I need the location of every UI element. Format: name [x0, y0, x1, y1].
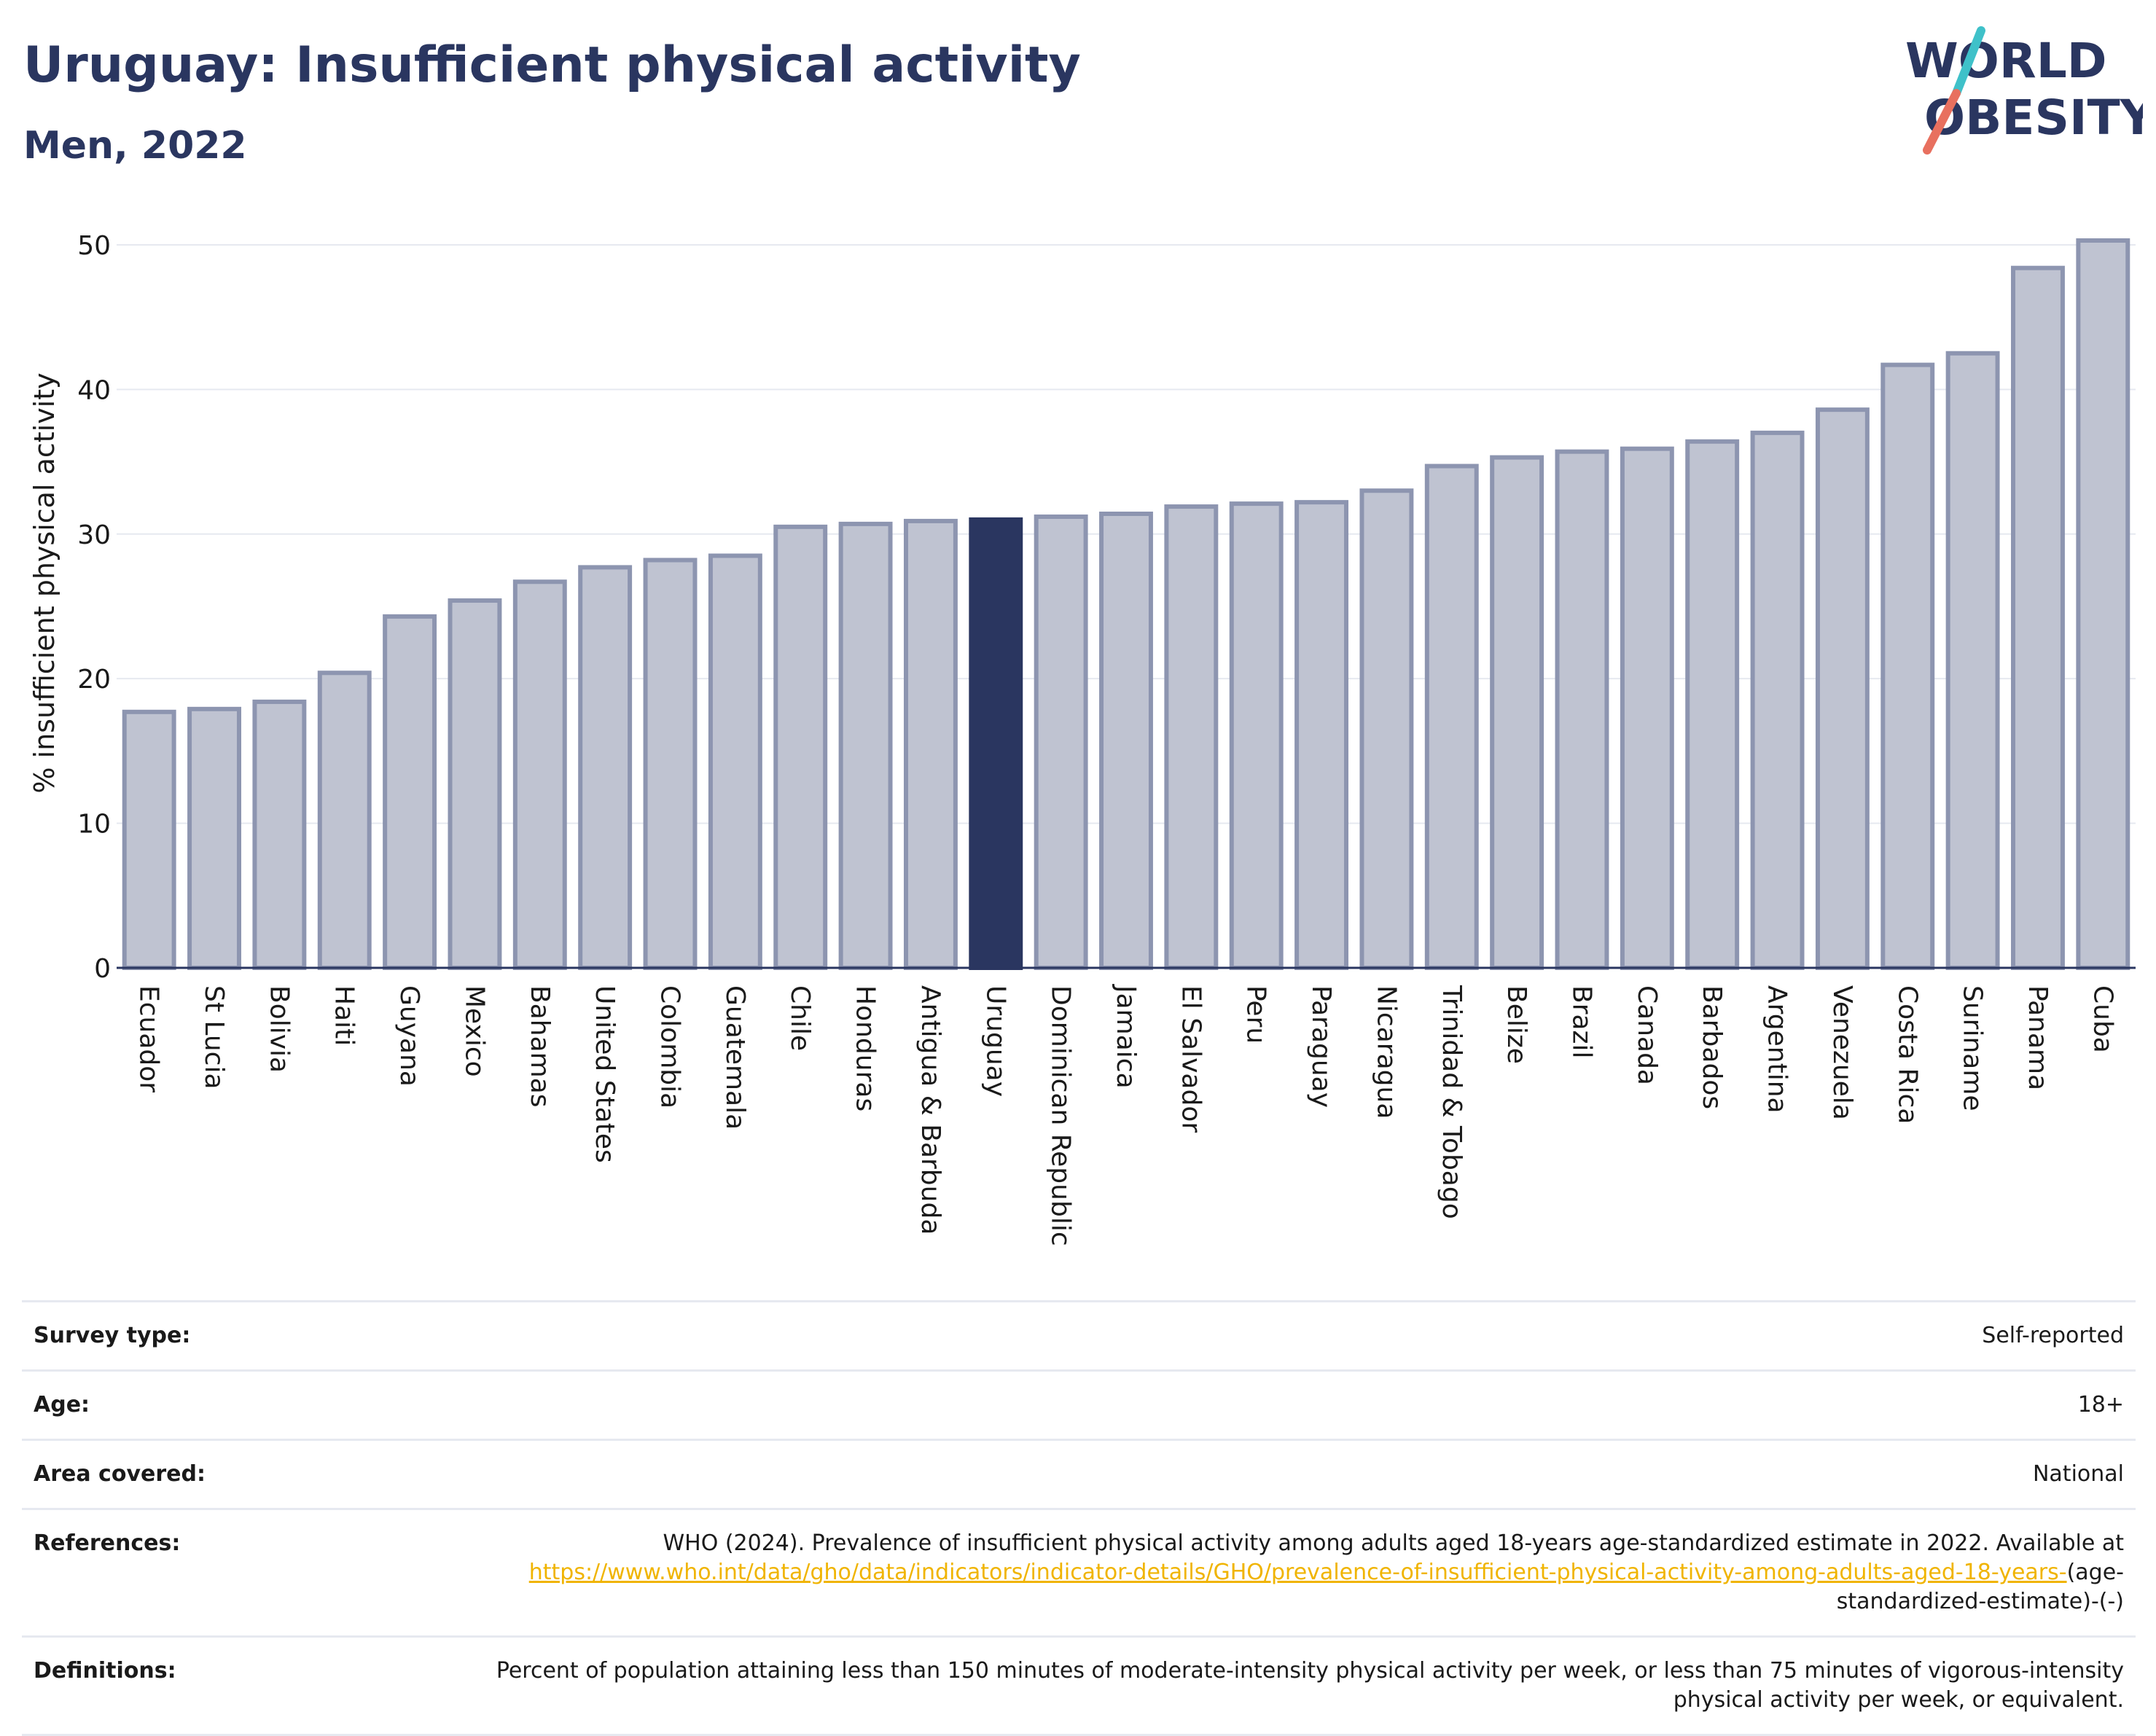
meta-row-definitions: Definitions: Percent of population attai…	[22, 1635, 2136, 1736]
references-text: WHO (2024). Prevalence of insufficient p…	[663, 1530, 2124, 1556]
bar-peru[interactable]	[1229, 501, 1284, 970]
references-suffix: (age-standardized-estimate)-(-)	[1836, 1560, 2124, 1614]
bar-uruguay[interactable]	[969, 517, 1023, 970]
bar-bahamas[interactable]	[512, 579, 567, 970]
bar-jamaica[interactable]	[1099, 511, 1153, 970]
bar-suriname[interactable]	[1945, 351, 2000, 970]
bar-united-states[interactable]	[578, 565, 633, 970]
bar-argentina[interactable]	[1750, 430, 1805, 970]
x-tick-label: Peru	[1241, 985, 1271, 1044]
survey-type-label: Survey type:	[34, 1323, 191, 1348]
y-tick-label: 10	[77, 810, 111, 840]
bar-venezuela[interactable]	[1815, 407, 1870, 970]
bar-guyana[interactable]	[383, 614, 437, 970]
bar-trinidad-tobago[interactable]	[1424, 464, 1479, 970]
y-axis-label: % insufficient physical activity	[28, 372, 60, 793]
definitions-label: Definitions:	[34, 1658, 176, 1684]
x-tick-label: Trinidad & Tobago	[1437, 985, 1466, 1219]
x-tick-label: Guyana	[394, 985, 424, 1087]
y-tick-label: 0	[94, 954, 111, 984]
x-tick-label: Panama	[2023, 985, 2053, 1090]
bar-bolivia[interactable]	[252, 699, 307, 970]
metadata-table: Survey type: Self-reported Age: 18+ Area…	[22, 1300, 2136, 1736]
x-tick-label: Uruguay	[980, 985, 1010, 1097]
bar-dominican-republic[interactable]	[1034, 514, 1088, 970]
x-tick-label: St Lucia	[199, 985, 229, 1090]
y-axis-ticks: 0 10 20 30 40 50	[77, 231, 111, 984]
x-tick-label: Suriname	[1958, 985, 1988, 1111]
x-tick-label: Dominican Republic	[1046, 985, 1076, 1246]
x-axis-labels: Ecuador St Lucia Bolivia Haiti Guyana Mexico B…	[134, 984, 2118, 1246]
bar-cuba[interactable]	[2076, 238, 2130, 970]
bar-nicaragua[interactable]	[1359, 488, 1414, 970]
world-obesity-logo: WORLD OBESITY	[1905, 26, 2143, 155]
x-tick-label: Brazil	[1566, 985, 1596, 1058]
meta-row-age: Age: 18+	[22, 1369, 2136, 1439]
logo-text-obesity: OBESITY	[1924, 90, 2143, 146]
x-tick-label: Jamaica	[1111, 984, 1141, 1089]
x-tick-label: Canada	[1632, 985, 1662, 1085]
x-tick-label: Argentina	[1762, 985, 1792, 1114]
bar-costa-rica[interactable]	[1880, 362, 1935, 970]
y-tick-label: 50	[77, 231, 111, 261]
bar-mexico[interactable]	[448, 598, 502, 970]
x-tick-label: Antigua & Barbuda	[915, 985, 945, 1235]
x-tick-label: United States	[590, 985, 620, 1163]
age-value: 18+	[2077, 1392, 2124, 1418]
y-tick-label: 20	[77, 665, 111, 695]
chart-bars	[122, 238, 2130, 970]
y-tick-label: 40	[77, 375, 111, 405]
bar-colombia[interactable]	[643, 558, 698, 970]
x-tick-label: Nicaragua	[1371, 985, 1401, 1119]
x-tick-label: Paraguay	[1306, 985, 1336, 1108]
definitions-value: Percent of population attaining less tha…	[496, 1658, 2124, 1713]
logo-text-world: WORLD	[1905, 33, 2107, 89]
x-tick-label: El Salvador	[1176, 985, 1206, 1133]
y-tick-label: 30	[77, 520, 111, 550]
survey-type-value: Self-reported	[1982, 1323, 2124, 1348]
x-tick-label: Haiti	[329, 985, 359, 1046]
meta-row-area: Area covered: National	[22, 1439, 2136, 1508]
x-tick-label: Guatemala	[720, 985, 750, 1130]
x-tick-label: Colombia	[655, 985, 685, 1109]
bar-antigua-barbuda[interactable]	[903, 518, 958, 970]
bar-canada[interactable]	[1620, 446, 1674, 970]
logo-slash-coral	[1923, 89, 1961, 155]
references-link[interactable]: https://www.who.int/data/gho/data/indica…	[528, 1560, 2067, 1585]
x-tick-label: Bolivia	[264, 985, 294, 1073]
area-covered-label: Area covered:	[34, 1461, 206, 1487]
references-label: References:	[34, 1530, 181, 1556]
bar-haiti[interactable]	[317, 670, 372, 970]
logo-slash-teal	[1952, 26, 1985, 98]
x-tick-label: Barbados	[1697, 985, 1727, 1109]
page-title: Uruguay: Insufficient physical activity	[23, 36, 1081, 94]
area-covered-value: National	[2032, 1461, 2124, 1487]
x-tick-label: Cuba	[2087, 985, 2117, 1053]
bar-chart: 0 10 20 30 40 50 Ecuador St Lucia Bolivia Haiti G…	[28, 231, 2136, 1246]
references-value: WHO (2024). Prevalence of insufficient p…	[413, 1529, 2124, 1616]
x-tick-label: Belize	[1501, 985, 1531, 1064]
bar-belize[interactable]	[1490, 455, 1544, 970]
x-tick-label: Mexico	[459, 985, 489, 1077]
bar-guatemala[interactable]	[708, 553, 762, 970]
x-tick-label: Costa Rica	[1892, 985, 1922, 1124]
bar-chile[interactable]	[773, 524, 828, 970]
age-label: Age:	[34, 1392, 90, 1418]
x-tick-label: Honduras	[851, 985, 880, 1111]
page-subtitle: Men, 2022	[23, 124, 247, 168]
bar-honduras[interactable]	[838, 521, 893, 970]
x-tick-label: Venezuela	[1827, 985, 1857, 1120]
x-tick-label: Bahamas	[525, 985, 555, 1108]
bar-paraguay[interactable]	[1294, 500, 1349, 970]
bar-el-salvador[interactable]	[1164, 504, 1219, 970]
bar-brazil[interactable]	[1555, 449, 1609, 970]
x-tick-label: Ecuador	[134, 985, 164, 1092]
bar-ecuador[interactable]	[122, 709, 176, 970]
bar-st-lucia[interactable]	[187, 706, 241, 970]
meta-row-survey-type: Survey type: Self-reported	[22, 1300, 2136, 1369]
x-tick-label: Chile	[785, 985, 815, 1051]
bar-barbados[interactable]	[1685, 439, 1740, 970]
meta-row-references: References: WHO (2024). Prevalence of in…	[22, 1508, 2136, 1635]
bar-panama[interactable]	[2011, 265, 2065, 970]
